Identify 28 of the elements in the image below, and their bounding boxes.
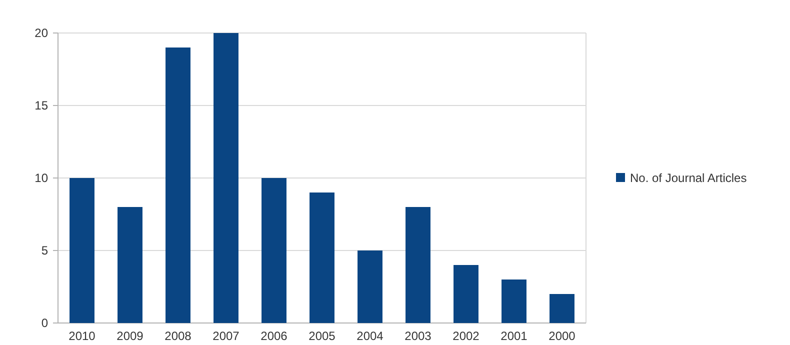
x-tick-label: 2003 — [404, 329, 432, 343]
legend-label: No. of Journal Articles — [630, 171, 747, 186]
x-tick-label: 2000 — [548, 329, 576, 343]
bar — [118, 207, 142, 323]
x-tick-label: 2002 — [452, 329, 480, 343]
bar — [262, 178, 286, 323]
y-tick-label: 0 — [41, 316, 48, 330]
x-tick-label: 2007 — [212, 329, 240, 343]
x-tick-label: 2008 — [164, 329, 192, 343]
y-tick-label: 10 — [34, 171, 48, 186]
x-tick-label: 2001 — [500, 329, 528, 343]
y-tick-label: 20 — [34, 26, 48, 40]
bar — [310, 192, 334, 323]
bar — [166, 48, 190, 323]
y-tick-label: 15 — [34, 98, 48, 113]
x-tick-label: 2006 — [260, 329, 288, 343]
bar — [214, 33, 238, 323]
x-tick-label: 2004 — [356, 329, 384, 343]
x-tick-label: 2010 — [68, 329, 96, 343]
bar — [550, 294, 574, 323]
y-tick-label: 5 — [41, 244, 48, 258]
bar — [406, 207, 430, 323]
bar — [70, 178, 94, 323]
bar — [454, 265, 478, 323]
bar — [358, 250, 382, 323]
x-tick-label: 2009 — [116, 329, 144, 343]
bar — [502, 280, 526, 323]
x-tick-label: 2005 — [308, 329, 336, 343]
